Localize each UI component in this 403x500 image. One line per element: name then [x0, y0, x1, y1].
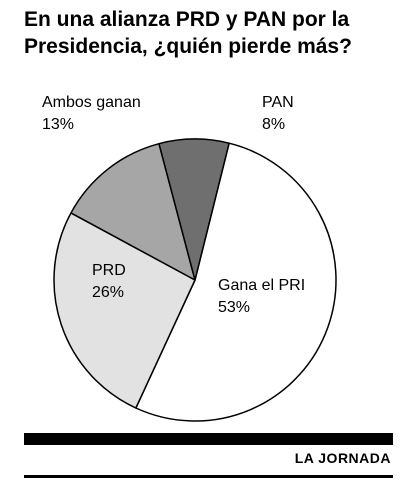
slice-label: Gana el PRI	[218, 277, 305, 294]
source-credit: LA JORNADA	[294, 450, 391, 466]
slice-value-label: 26%	[92, 284, 124, 301]
slice-value-label: 53%	[218, 299, 250, 316]
chart-title: En una alianza PRD y PAN por la Presiden…	[24, 8, 352, 58]
pie-slice-pan	[158, 138, 230, 281]
bottom-rule	[24, 475, 393, 478]
slice-label: PRD	[92, 262, 126, 279]
slice-value-label: 13%	[42, 116, 74, 133]
slice-label: PAN	[262, 94, 294, 111]
slice-value-label: 8%	[262, 116, 285, 133]
slice-label: Ambos ganan	[42, 94, 141, 111]
pie-slice-ambos-ganan	[70, 142, 196, 281]
top-rule	[24, 433, 393, 445]
pie-slice-gana-el-pri	[135, 142, 337, 422]
